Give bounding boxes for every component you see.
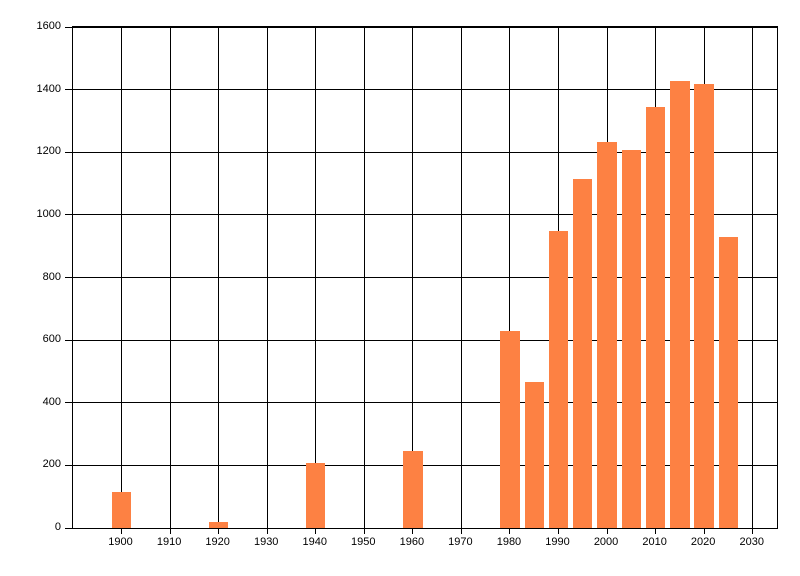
bar-2005 — [621, 149, 642, 528]
x-axis-tick — [315, 528, 317, 534]
y-tick-label: 200 — [42, 458, 61, 471]
y-tick-label: 600 — [42, 333, 61, 346]
x-tick-label: 2000 — [593, 536, 619, 548]
gridline-horizontal — [73, 89, 777, 91]
bar-1980 — [500, 331, 520, 528]
x-tick-label: 1960 — [399, 536, 425, 548]
x-axis-tick — [752, 528, 754, 534]
y-axis-tick — [65, 527, 73, 529]
y-axis-tick — [65, 214, 73, 216]
x-axis-tick — [703, 528, 705, 534]
y-tick-label: 1400 — [36, 82, 61, 95]
gridline-vertical — [315, 27, 317, 528]
y-axis-tick — [65, 151, 73, 153]
x-axis-tick — [169, 528, 171, 534]
bar-2020 — [694, 83, 714, 528]
gridline-vertical — [412, 27, 414, 528]
gridline-horizontal — [73, 464, 777, 466]
gridline-horizontal — [73, 527, 777, 529]
gridline-vertical — [218, 27, 220, 528]
gridline-vertical — [460, 27, 462, 528]
gridline-horizontal — [73, 277, 777, 278]
x-tick-label: 1910 — [156, 536, 182, 548]
gridline-vertical — [509, 27, 511, 528]
x-tick-label: 1990 — [545, 536, 570, 548]
x-axis-tick — [412, 528, 414, 534]
bar-2025 — [718, 237, 739, 528]
x-tick-label: 1950 — [351, 536, 376, 548]
bar-2000 — [597, 141, 617, 528]
x-tick-label: 2010 — [642, 536, 667, 548]
y-tick-label: 800 — [42, 270, 61, 283]
x-tick-label: 2020 — [690, 536, 716, 548]
x-axis-tick — [266, 528, 268, 534]
gridline-horizontal — [73, 214, 777, 216]
bar-1920 — [208, 521, 229, 528]
x-tick-label: 2030 — [739, 536, 764, 548]
y-tick-label: 1000 — [36, 207, 61, 220]
bar-1985 — [524, 381, 544, 528]
gridline-vertical — [266, 27, 268, 528]
y-axis-tick — [65, 26, 73, 28]
x-axis-tick — [460, 528, 462, 534]
x-axis-tick — [218, 528, 220, 534]
gridline-horizontal — [73, 339, 777, 341]
plot-area — [65, 26, 778, 534]
bar-2015 — [670, 81, 690, 528]
gridline-horizontal — [73, 26, 777, 28]
bar-1995 — [573, 179, 593, 528]
gridline-vertical — [169, 27, 171, 528]
y-tick-label: 1600 — [36, 20, 61, 32]
y-tick-label: 0 — [54, 521, 61, 533]
bar-2010 — [645, 107, 666, 528]
bar-1960 — [403, 450, 423, 528]
y-tick-label: 400 — [42, 395, 61, 408]
bar-1900 — [111, 491, 132, 528]
x-axis-tick — [606, 528, 608, 534]
x-tick-label: 1930 — [253, 536, 279, 548]
gridline-horizontal — [73, 151, 777, 153]
gridline-vertical — [121, 27, 123, 528]
y-axis-tick — [65, 277, 73, 278]
y-axis-tick — [65, 339, 73, 341]
bar-1990 — [548, 230, 569, 528]
x-axis-tick — [121, 528, 123, 534]
x-tick-label: 1920 — [205, 536, 230, 548]
x-axis-tick — [509, 528, 511, 534]
x-tick-label: 1940 — [302, 536, 327, 548]
y-axis-tick — [65, 402, 73, 404]
y-tick-label: 1200 — [36, 145, 61, 158]
bar-1940 — [306, 462, 326, 528]
gridline-horizontal — [73, 402, 777, 404]
y-axis-tick — [65, 464, 73, 466]
y-axis-tick — [65, 89, 73, 91]
x-tick-label: 1980 — [496, 536, 522, 548]
gridline-vertical — [363, 27, 365, 528]
x-axis-tick — [655, 528, 657, 534]
x-tick-label: 1970 — [448, 536, 473, 548]
x-axis-tick — [558, 528, 560, 534]
gridline-vertical — [752, 27, 754, 528]
x-tick-label: 1900 — [108, 536, 133, 548]
x-axis-tick — [363, 528, 365, 534]
